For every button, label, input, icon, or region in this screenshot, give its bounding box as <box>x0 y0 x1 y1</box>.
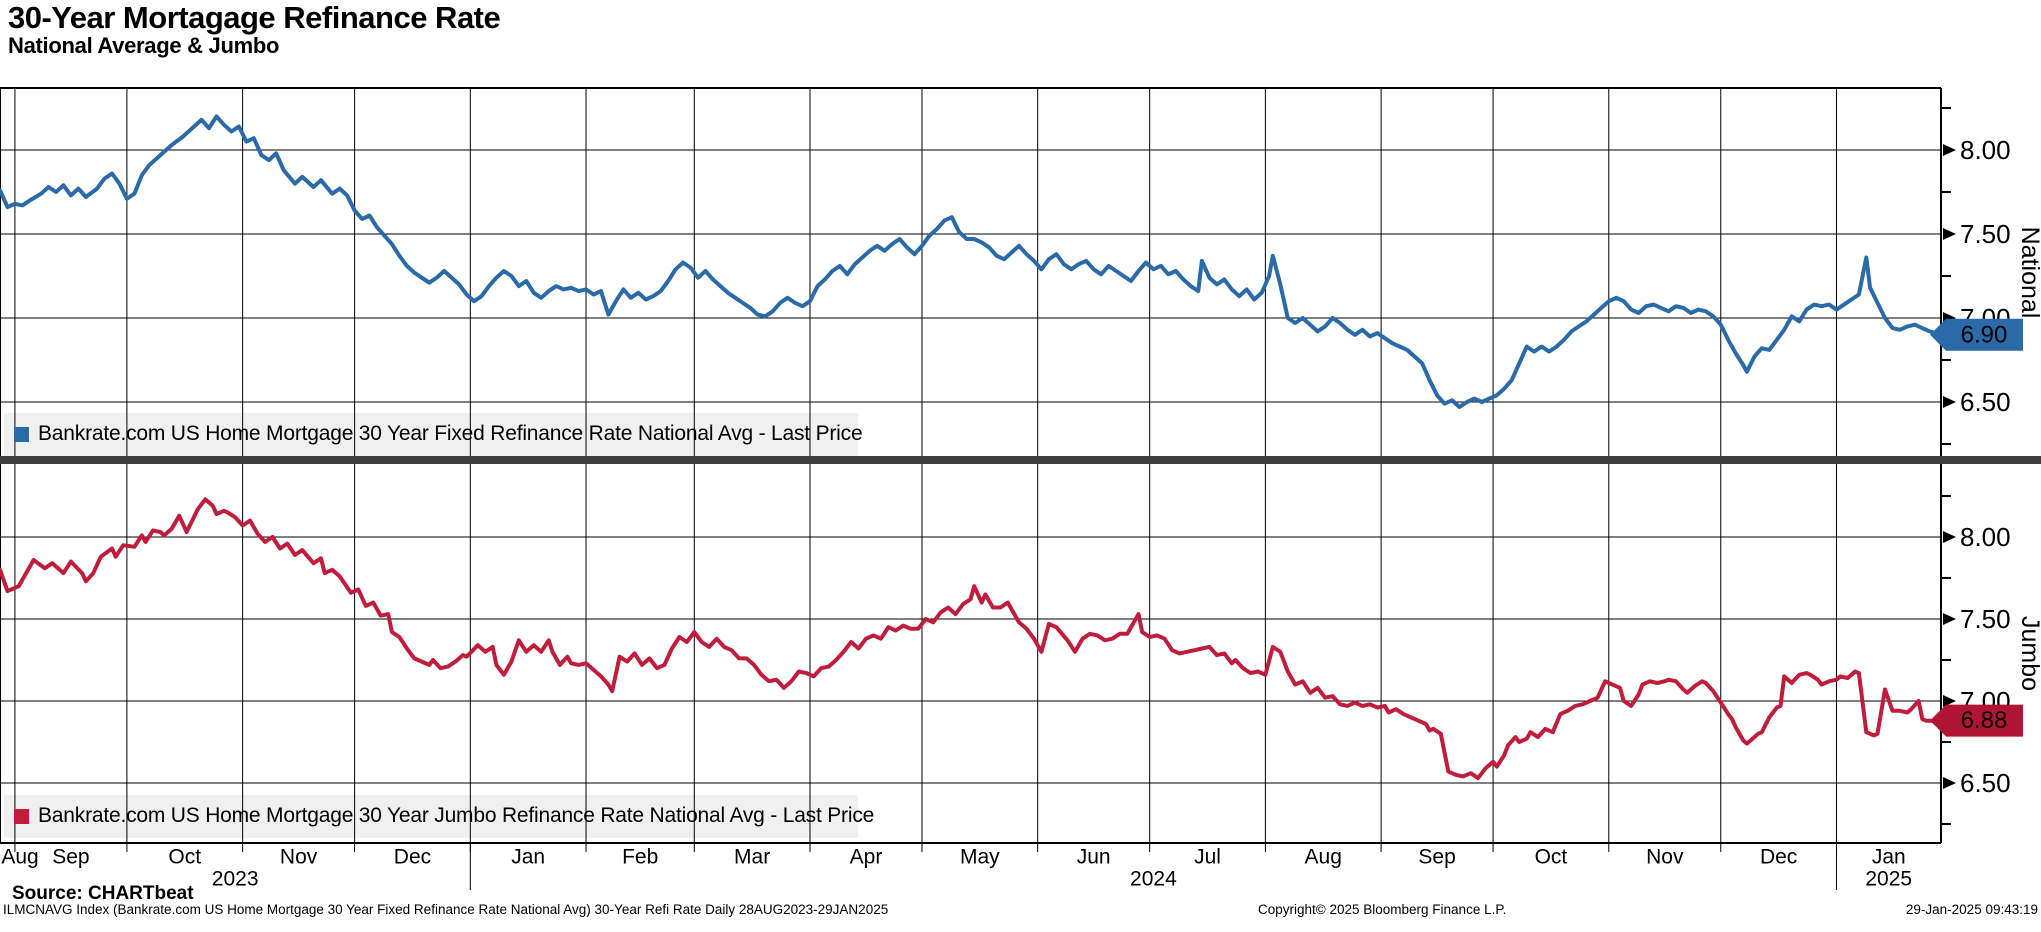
x-axis-year-label: 2023 <box>212 868 259 891</box>
legend-national-label: Bankrate.com US Home Mortgage 30 Year Fi… <box>38 422 863 445</box>
x-axis-month-label: May <box>960 846 1000 869</box>
y-axis-tick-label: 7.50 <box>1960 604 2011 634</box>
page-title: 30-Year Mortagage Refinance Rate <box>8 0 501 35</box>
national-series-line <box>0 114 1943 409</box>
major-tick-arrow-icon <box>1943 531 1956 543</box>
x-axis-month-label: Feb <box>622 846 658 869</box>
major-tick-arrow-icon <box>1943 613 1956 625</box>
footer-timestamp: 29-Jan-2025 09:43:19 <box>1905 902 2038 917</box>
national-last-price-badge[interactable] <box>1930 318 2023 351</box>
y-axis-tick-label: 6.50 <box>1960 768 2011 798</box>
x-axis-month-label: Dec <box>1760 846 1797 869</box>
legend-jumbo-label: Bankrate.com US Home Mortgage 30 Year Ju… <box>38 804 875 827</box>
source-label: Source: CHARTbeat <box>12 883 194 904</box>
jumbo-axis-title: Jumbo <box>2016 616 2041 691</box>
legend-national-bg <box>4 413 858 456</box>
jumbo-series-line <box>0 497 1943 781</box>
major-tick-arrow-icon <box>1943 695 1956 707</box>
x-axis-month-label: Jan <box>511 846 545 869</box>
x-axis-month-label: Sep <box>52 846 89 869</box>
x-axis-month-label: Oct <box>168 846 201 869</box>
last-price-value: 6.90 <box>1961 321 2008 348</box>
y-axis-tick-label: 7.50 <box>1960 219 2011 249</box>
x-axis-month-label: Nov <box>280 846 318 869</box>
national-axis-title: National <box>2016 227 2041 319</box>
x-axis-month-label: Jul <box>1194 846 1221 869</box>
national-series-swatch-icon <box>14 426 29 442</box>
x-axis-month-label: Jan <box>1872 846 1906 869</box>
footer-copyright: Copyright© 2025 Bloomberg Finance L.P. <box>1258 902 1507 917</box>
major-tick-arrow-icon <box>1943 228 1956 240</box>
x-axis-month-label: Aug <box>1 846 38 869</box>
legend-national[interactable]: Bankrate.com US Home Mortgage 30 Year Fi… <box>14 421 863 447</box>
footer-description: ILMCNAVG Index (Bankrate.com US Home Mor… <box>3 902 889 917</box>
panel-separator <box>0 456 2041 464</box>
x-axis-month-label: Sep <box>1418 846 1455 869</box>
major-tick-arrow-icon <box>1943 396 1956 408</box>
x-axis-month-label: Mar <box>734 846 770 869</box>
x-axis-month-label: Apr <box>850 846 883 869</box>
jumbo-series-swatch-icon <box>14 808 29 824</box>
x-axis-month-label: Nov <box>1646 846 1684 869</box>
y-axis-tick-label: 8.00 <box>1960 522 2011 552</box>
major-tick-arrow-icon <box>1943 144 1956 156</box>
x-axis-month-label: Dec <box>394 846 431 869</box>
x-axis-month-label: Oct <box>1535 846 1568 869</box>
x-axis-year-label: 2025 <box>1865 868 1912 891</box>
legend-jumbo[interactable]: Bankrate.com US Home Mortgage 30 Year Ju… <box>14 803 874 829</box>
major-tick-arrow-icon <box>1943 777 1956 789</box>
last-price-value: 6.88 <box>1961 707 2008 734</box>
y-axis-tick-label: 6.50 <box>1960 387 2011 417</box>
y-axis-tick-label: 8.00 <box>1960 135 2011 165</box>
legend-jumbo-bg <box>4 795 858 838</box>
x-axis-month-label: Aug <box>1305 846 1342 869</box>
jumbo-last-price-badge[interactable] <box>1930 704 2023 737</box>
x-axis-year-label: 2024 <box>1130 868 1177 891</box>
page-subtitle: National Average & Jumbo <box>8 33 280 58</box>
x-axis-month-label: Jun <box>1077 846 1111 869</box>
